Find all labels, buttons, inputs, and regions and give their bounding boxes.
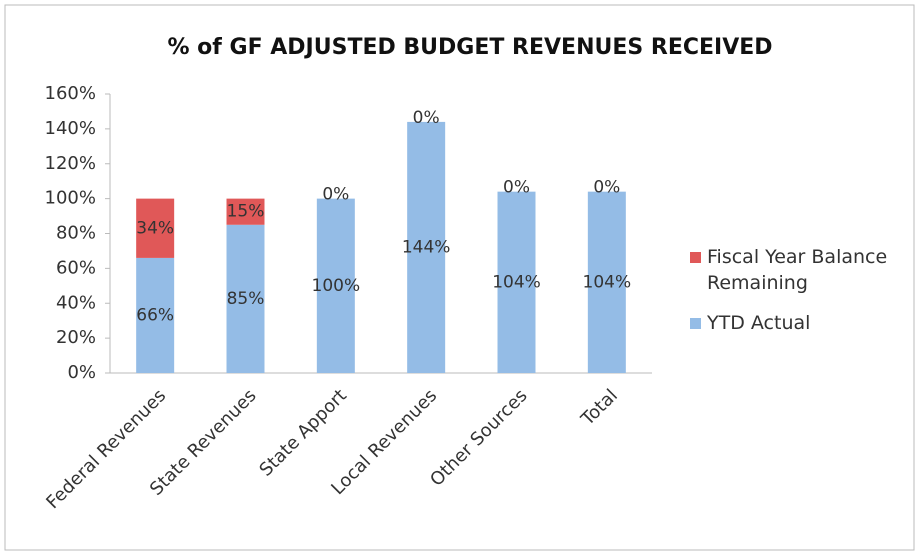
y-tick-label: 160% bbox=[45, 83, 96, 104]
data-label: 104% bbox=[492, 272, 541, 292]
data-label: 0% bbox=[413, 108, 440, 128]
y-tick-label: 40% bbox=[56, 292, 96, 313]
legend: Fiscal Year Balance Remaining YTD Actual bbox=[690, 244, 910, 350]
bar-segment bbox=[136, 257, 175, 373]
y-tick-label: 0% bbox=[67, 362, 96, 383]
legend-swatch bbox=[690, 252, 701, 263]
bar-segment bbox=[587, 191, 626, 373]
y-tick-label: 20% bbox=[56, 327, 96, 348]
y-tick-label: 120% bbox=[45, 153, 96, 174]
data-label: 0% bbox=[593, 178, 620, 198]
y-tick-label: 100% bbox=[45, 188, 96, 209]
data-label: 85% bbox=[227, 289, 265, 309]
data-label: 15% bbox=[227, 202, 265, 222]
bar-segment bbox=[226, 198, 265, 225]
y-tick-label: 140% bbox=[45, 118, 96, 139]
bar-segment bbox=[407, 121, 446, 374]
bar-segment bbox=[316, 198, 355, 373]
chart-title: % of GF ADJUSTED BUDGET REVENUES RECEIVE… bbox=[167, 35, 772, 60]
data-label: 0% bbox=[503, 178, 530, 198]
data-label: 34% bbox=[136, 218, 174, 238]
bar-segment bbox=[136, 198, 175, 258]
legend-swatch bbox=[690, 318, 701, 329]
y-tick-label: 60% bbox=[56, 257, 96, 278]
legend-label: Fiscal Year Balance Remaining bbox=[707, 246, 888, 294]
legend-item: YTD Actual bbox=[690, 310, 910, 336]
bar-segment bbox=[497, 191, 536, 373]
bar-segment bbox=[226, 224, 265, 373]
data-label: 104% bbox=[583, 272, 632, 292]
legend-item: Fiscal Year Balance Remaining bbox=[690, 244, 910, 296]
data-label: 144% bbox=[402, 237, 451, 257]
data-label: 0% bbox=[322, 185, 349, 205]
data-label: 66% bbox=[136, 305, 174, 325]
y-tick-label: 80% bbox=[56, 223, 96, 244]
legend-label: YTD Actual bbox=[707, 312, 811, 334]
data-label: 100% bbox=[312, 276, 361, 296]
